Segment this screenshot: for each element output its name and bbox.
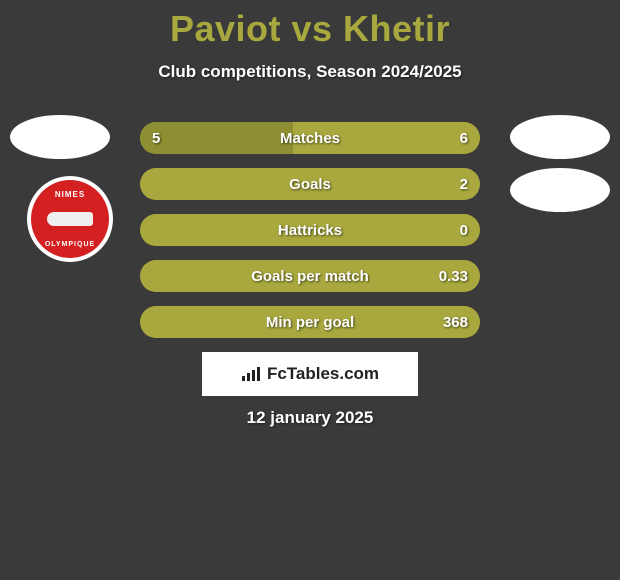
bar-goals-per-match: Goals per match 0.33	[140, 260, 480, 292]
player-left-placeholder	[10, 115, 110, 159]
bar-right-value: 6	[460, 130, 468, 147]
footer-brand-text: FcTables.com	[267, 364, 379, 384]
bar-label: Goals per match	[251, 268, 369, 285]
bar-right-value: 0	[460, 222, 468, 239]
footer-brand: FcTables.com	[202, 352, 418, 396]
club-name-top: NIMES	[55, 190, 85, 199]
bar-label: Hattricks	[278, 222, 342, 239]
bar-right-value: 2	[460, 176, 468, 193]
club-name-bottom: OLYMPIQUE	[45, 241, 95, 248]
bar-hattricks: Hattricks 0	[140, 214, 480, 246]
page-title: Paviot vs Khetir	[0, 0, 620, 50]
club-badge-inner: NIMES OLYMPIQUE	[31, 180, 109, 258]
bar-label: Min per goal	[266, 314, 354, 331]
bar-goals: Goals 2	[140, 168, 480, 200]
footer-date: 12 january 2025	[247, 408, 374, 428]
bar-label: Goals	[289, 176, 331, 193]
chart-icon	[241, 366, 261, 382]
bar-left-value: 5	[152, 130, 160, 147]
subtitle: Club competitions, Season 2024/2025	[0, 62, 620, 82]
stats-bars: 5 Matches 6 Goals 2 Hattricks 0 Goals pe…	[140, 122, 480, 352]
bar-fill	[140, 122, 293, 154]
club-crocodile-icon	[47, 212, 93, 226]
club-badge-left: NIMES OLYMPIQUE	[27, 176, 113, 262]
bar-matches: 5 Matches 6	[140, 122, 480, 154]
bar-right-value: 0.33	[439, 268, 468, 285]
bar-min-per-goal: Min per goal 368	[140, 306, 480, 338]
player-right-placeholder-2	[510, 168, 610, 212]
player-right-placeholder	[510, 115, 610, 159]
bar-label: Matches	[280, 130, 340, 147]
bar-right-value: 368	[443, 314, 468, 331]
